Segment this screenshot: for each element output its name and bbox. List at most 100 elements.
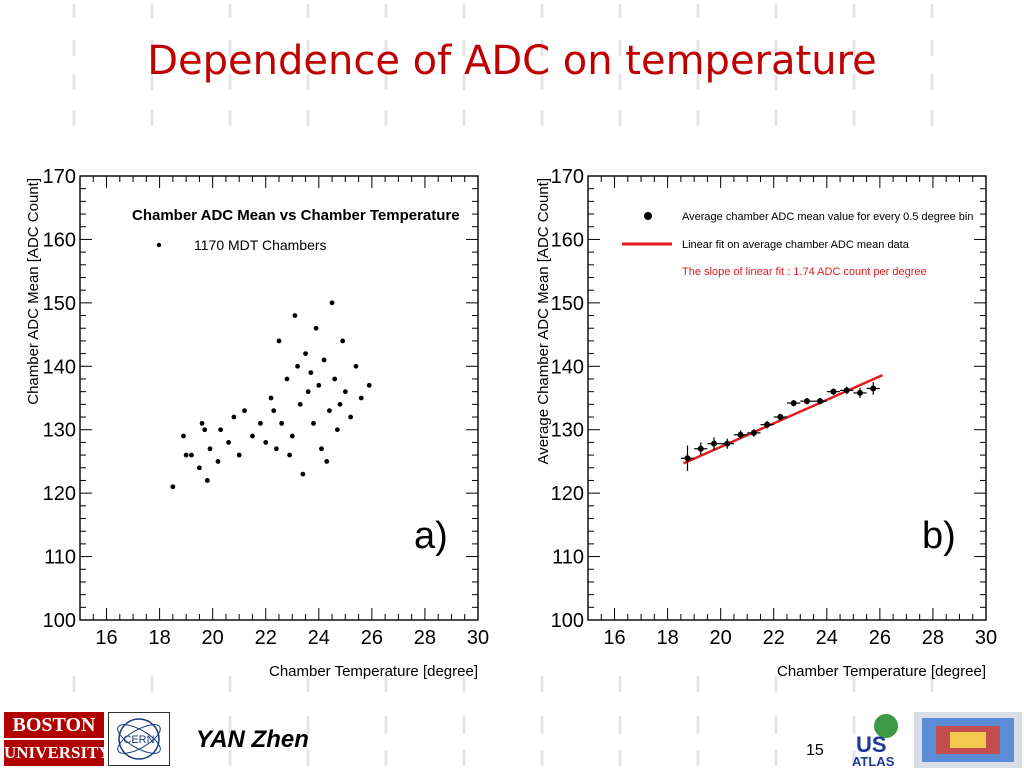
y-tick-label: 140: [551, 356, 584, 378]
data-point: [218, 427, 224, 433]
x-tick-label: 30: [975, 627, 997, 649]
data-point: [183, 452, 189, 458]
data-point: [856, 389, 863, 396]
data-point: [316, 382, 322, 388]
legend-marker: [156, 242, 162, 248]
atlas-logo-text: ATLAS: [852, 754, 895, 768]
data-point: [324, 459, 330, 464]
data-point: [684, 455, 691, 462]
data-point: [334, 427, 340, 433]
data-point: [697, 445, 704, 452]
cern-logo: CERN: [108, 712, 170, 766]
data-point: [207, 446, 213, 452]
data-point: [803, 398, 810, 405]
data-point: [273, 446, 279, 452]
data-point: [202, 427, 208, 433]
y-axis-label: Chamber ADC Mean [ADC Count]: [25, 178, 42, 405]
data-point: [276, 338, 282, 344]
data-point: [843, 387, 850, 394]
x-tick-label: 20: [202, 627, 224, 649]
data-point: [226, 440, 231, 445]
y-tick-label: 150: [551, 293, 584, 315]
x-tick-label: 24: [816, 627, 838, 649]
y-tick-label: 130: [43, 420, 76, 442]
y-tick-label: 170: [43, 166, 76, 188]
data-point: [764, 421, 771, 428]
x-tick-label: 26: [361, 627, 383, 649]
y-tick-label: 120: [43, 483, 76, 505]
data-point: [199, 420, 205, 426]
data-point: [297, 401, 303, 407]
boston-university-logo: BOSTON UNIVERSITY: [2, 710, 111, 768]
data-point: [236, 452, 242, 458]
legend-label-points: Average chamber ADC mean value for every…: [682, 211, 973, 223]
x-tick-label: 16: [95, 627, 117, 649]
data-point: [737, 431, 744, 438]
panel-label-b: b): [922, 515, 956, 557]
data-point: [287, 452, 293, 458]
bu-logo-line2: UNIVERSITY: [4, 743, 111, 762]
legend-label: 1170 MDT Chambers: [194, 237, 327, 253]
data-point: [189, 452, 194, 458]
data-point: [250, 433, 255, 439]
data-point: [777, 414, 784, 421]
chart-panel-b: 16 18 20 22 24 26 28 30 100 110 120 130 140 150 160 170…: [530, 160, 1000, 680]
y-tick-label: 130: [551, 420, 584, 442]
data-point: [181, 433, 186, 439]
y-tick-label: 110: [552, 547, 584, 569]
data-point: [319, 446, 324, 452]
x-tick-label: 20: [710, 627, 732, 649]
author-name: YAN Zhen: [196, 726, 309, 753]
y-tick-label: 100: [43, 610, 76, 632]
data-point: [348, 414, 354, 420]
y-tick-label: 160: [551, 229, 584, 251]
x-axis-label: Chamber Temperature [degree]: [269, 663, 478, 680]
data-point: [337, 401, 343, 407]
data-point: [258, 420, 263, 426]
data-point: [303, 351, 308, 356]
y-tick-label: 140: [43, 356, 76, 378]
y-tick-label: 100: [551, 610, 584, 632]
data-point: [724, 440, 731, 447]
data-point: [342, 389, 348, 395]
data-point: [295, 363, 300, 369]
x-tick-label: 24: [308, 627, 330, 649]
x-tick-label: 18: [148, 627, 170, 649]
data-point: [263, 440, 269, 445]
legend-marker-points: [644, 212, 652, 220]
us-atlas-logo-graphic: US ATLAS: [852, 712, 1022, 769]
data-point: [332, 376, 338, 382]
data-point: [284, 376, 290, 382]
data-point: [215, 459, 221, 464]
cern-logo-graphic: CERN: [117, 718, 161, 760]
fit-line: [683, 374, 884, 465]
data-point: [870, 385, 877, 392]
data-point: [300, 471, 306, 477]
data-point: [204, 478, 210, 483]
bu-logo-line1: BOSTON: [4, 712, 104, 740]
x-tick-label: 22: [255, 627, 277, 649]
scatter-chart-a: 16 18 20 22 24 26 28 30 100 110 120 130 140 150 160 170…: [25, 166, 489, 680]
data-point: [353, 363, 359, 369]
data-point: [289, 433, 295, 439]
data-point: [817, 398, 824, 405]
y-tick-label: 150: [43, 293, 76, 315]
chart-title: Chamber ADC Mean vs Chamber Temperature: [132, 207, 460, 224]
data-point: [329, 300, 335, 306]
data-point: [321, 357, 327, 363]
legend-label-fit: Linear fit on average chamber ADC mean d…: [682, 239, 910, 251]
cern-logo-text: CERN: [123, 734, 154, 746]
data-point: [711, 440, 718, 447]
us-atlas-logo: US ATLAS: [852, 712, 1022, 769]
data-point: [750, 429, 757, 436]
y-axis-label: Average Chamber ADC Mean [ADC Count]: [535, 178, 552, 465]
data-point: [271, 408, 277, 414]
us-logo-text: US: [856, 732, 887, 757]
x-tick-label: 26: [869, 627, 891, 649]
data-point: [311, 420, 316, 426]
data-point: [327, 408, 332, 414]
x-tick-label: 16: [603, 627, 625, 649]
data-point: [790, 400, 797, 407]
y-tick-label: 160: [43, 229, 76, 251]
data-point: [292, 313, 298, 318]
